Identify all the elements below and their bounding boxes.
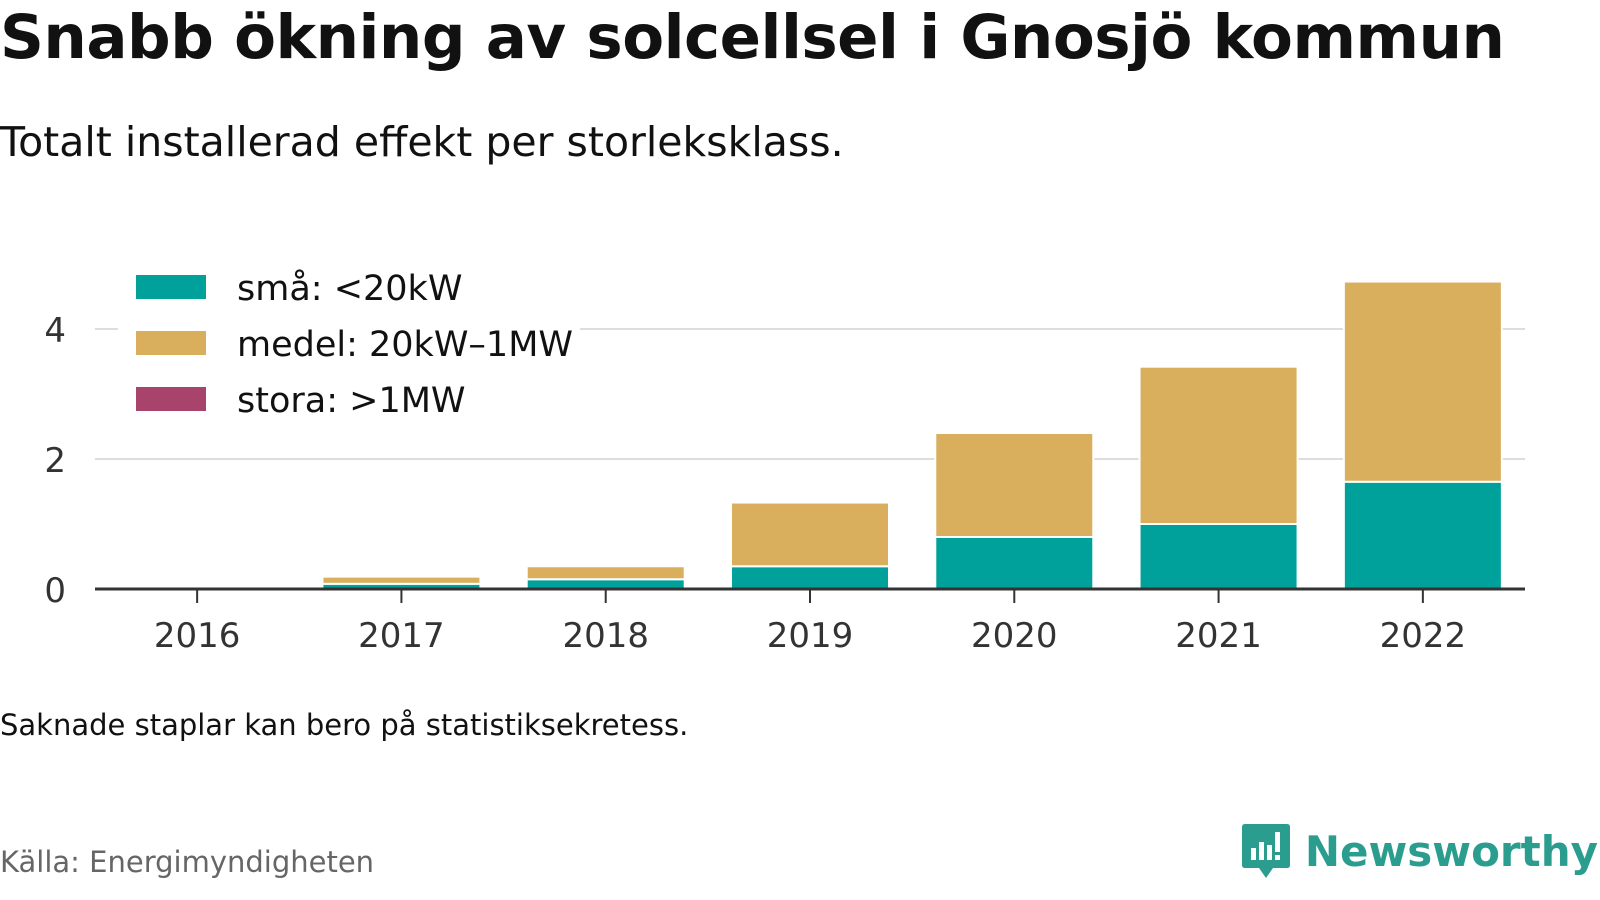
bar-segment <box>321 575 482 585</box>
legend-swatch <box>136 275 206 299</box>
y-tick-label: 2 <box>44 441 66 481</box>
x-tick-label: 2018 <box>562 616 649 656</box>
bar-segment <box>525 565 686 581</box>
bar-segment <box>730 565 890 590</box>
bar-segment <box>1342 480 1503 590</box>
y-tick-label: 4 <box>44 311 66 351</box>
bar-segment <box>934 432 1095 538</box>
legend-swatch <box>136 331 206 355</box>
bar-segment <box>934 536 1095 590</box>
newsworthy-logo-icon <box>1241 824 1290 878</box>
x-tick-label: 2019 <box>767 616 854 656</box>
legend-label: medel: 20kW–1MW <box>237 325 573 365</box>
legend-label: små: <20kW <box>237 268 462 309</box>
y-tick-label: 0 <box>44 571 66 611</box>
bar-segment <box>1138 523 1299 590</box>
footnote: Saknade staplar kan bero på statistiksek… <box>0 708 689 742</box>
legend-label: stora: >1MW <box>237 381 466 421</box>
brand-logo: Newsworthy <box>1241 822 1598 880</box>
x-tick-label: 2021 <box>1175 616 1262 656</box>
x-tick-label: 2020 <box>971 616 1058 656</box>
x-tick-label: 2016 <box>154 616 241 656</box>
chart-title: Snabb ökning av solcellsel i Gnosjö komm… <box>0 2 1505 73</box>
axes: 0 2 4 2016 2017 2018 2019 2020 2021 2022 <box>44 311 1525 656</box>
bar-segment <box>1138 365 1299 526</box>
bars <box>117 280 1503 590</box>
legend-swatch <box>136 387 206 411</box>
source-credit: Källa: Energimyndigheten <box>0 845 375 879</box>
bar-segment <box>1342 280 1503 483</box>
legend: små: <20kW medel: 20kW–1MW stora: >1MW <box>118 258 580 428</box>
x-tick-label: 2022 <box>1380 616 1467 656</box>
bar-segment <box>730 501 890 568</box>
x-tick-label: 2017 <box>358 616 445 656</box>
brand-name: Newsworthy <box>1304 826 1598 876</box>
stacked-bar-chart: 0 2 4 2016 2017 2018 2019 2020 2021 2022 små: <20… <box>44 258 1525 656</box>
chart-subtitle: Totalt installerad effekt per storlekskl… <box>0 118 844 166</box>
